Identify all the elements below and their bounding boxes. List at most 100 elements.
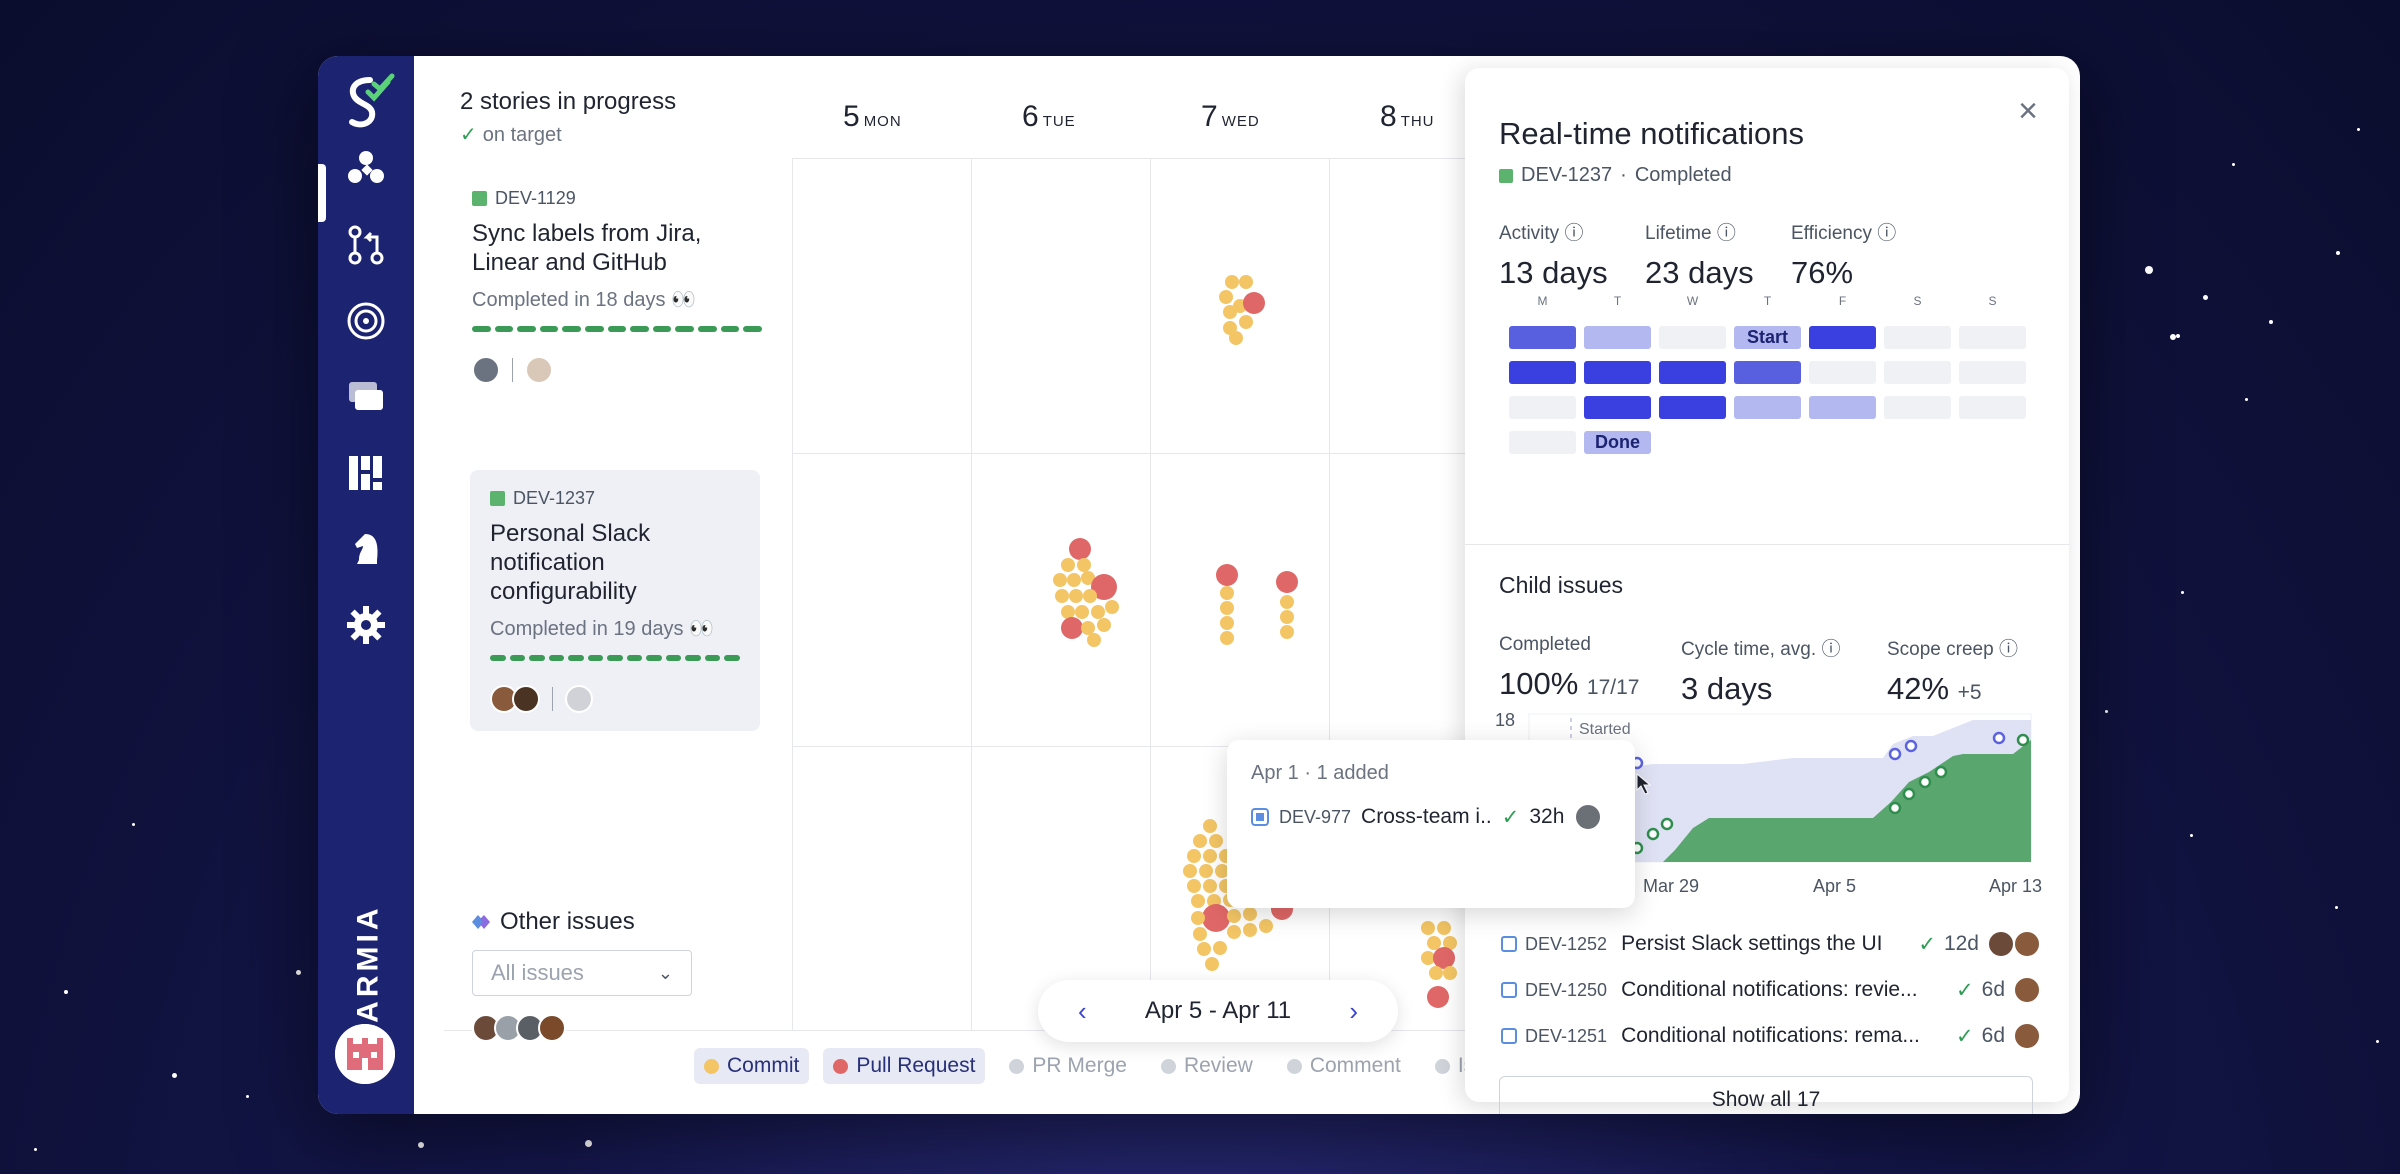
calendar-day[interactable] [1509,361,1576,384]
avatar[interactable] [512,685,540,713]
activity-cluster[interactable] [1219,275,1265,345]
day-header: 8 THU [1380,100,1435,134]
legend-label: Review [1183,1054,1253,1077]
calendar-day[interactable] [1809,326,1876,349]
settings-gear-icon[interactable] [345,604,387,646]
activity-cluster[interactable] [1216,564,1298,645]
target-icon[interactable] [345,300,387,342]
child-issue-row[interactable]: DEV-1251 Conditional notifications: rema… [1501,1022,2041,1050]
avatar[interactable] [2013,976,2041,1004]
star [132,823,135,826]
activity-cluster[interactable] [1053,538,1119,647]
calendar-day[interactable] [1959,326,2026,349]
story-icon [490,491,505,506]
issue-duration: 6d [1981,1024,2005,1047]
calendar-day[interactable] [1659,326,1726,349]
next-week-button[interactable]: › [1349,995,1358,1026]
issue-name: Conditional notifications: rema... [1621,1024,1920,1047]
info-icon[interactable]: ⓘ [1998,639,2018,660]
show-all-button[interactable]: Show all 17 [1499,1076,2033,1114]
cards-icon[interactable] [345,376,387,418]
y-label: 18 [1495,710,1515,730]
calendar-day[interactable] [1659,361,1726,384]
avatar[interactable] [565,685,593,713]
pull-request-icon[interactable] [345,224,387,266]
info-icon[interactable]: ⓘ [1716,223,1736,244]
avatar[interactable] [2013,930,2041,958]
story-card[interactable]: DEV-1129 Sync labels from Jira, Linear a… [472,188,762,384]
story-icon [1499,168,1513,183]
avatar[interactable] [516,1014,544,1042]
calendar-day[interactable] [1509,396,1576,419]
calendar-day[interactable] [1959,361,2026,384]
avatar[interactable] [538,1014,566,1042]
metric-scope-creep: Scope creep ⓘ 42% +5 [1887,634,2018,707]
star [2269,320,2273,324]
issue-duration: 12d [1943,932,1979,955]
close-icon[interactable]: × [2018,92,2038,130]
legend-label: Pull Request [856,1054,976,1077]
work-icon[interactable] [345,148,387,190]
story-card-selected[interactable]: DEV-1237 Personal Slack notification con… [470,470,760,731]
calendar-day[interactable] [1809,361,1876,384]
issues-filter-select[interactable]: All issues ⌄ [472,950,692,996]
contributors [472,1014,692,1042]
legend-label: Commit [727,1054,800,1077]
weekday-label: F [1838,294,1847,308]
calendar-day[interactable] [1734,361,1801,384]
calendar-day-start[interactable]: Start [1734,326,1801,349]
legend-item-commit[interactable]: Commit [694,1048,810,1084]
avatar[interactable] [472,356,500,384]
calendar-day[interactable] [1509,326,1576,349]
avatar[interactable] [525,356,553,384]
calendar-day[interactable] [1884,396,1951,419]
story-title[interactable]: Sync labels from Jira, Linear and GitHub [472,220,702,276]
star [172,1073,177,1078]
calendar-day[interactable] [1809,396,1876,419]
calendar-day[interactable] [1734,396,1801,419]
metric-sub: +5 [1957,681,1982,704]
activity-cluster[interactable] [1421,921,1457,1008]
status-line: ✓ on target [460,122,676,147]
calendar-day[interactable] [1659,396,1726,419]
calendar-day[interactable] [1584,326,1651,349]
calendar-day[interactable] [1509,431,1576,454]
legend-item-pr-merge[interactable]: PR Merge [999,1048,1137,1084]
child-issue-row[interactable]: DEV-1250 Conditional notifications: revi… [1501,976,2041,1004]
avatar[interactable] [1987,930,2015,958]
info-icon[interactable]: ⓘ [1877,223,1897,244]
info-icon[interactable]: ⓘ [1564,223,1584,244]
tooltip-issue-row[interactable]: DEV-977 Cross-team i.. ✓ 32h [1251,803,1611,831]
panel-status: Completed [1634,164,1732,186]
metric-value: 3 days [1681,671,1773,706]
avatar[interactable] [1574,803,1603,831]
metric-label: Activity ⓘ [1499,218,1608,245]
calendar-day[interactable] [1959,396,2026,419]
child-issue-row[interactable]: DEV-1252 Persist Slack settings the UI ✓… [1501,930,2041,958]
panel-key[interactable]: DEV-1237 [1521,164,1613,186]
swarmia-logo-icon[interactable] [334,70,398,134]
legend-item-pull-request[interactable]: Pull Request [823,1048,986,1084]
board-icon[interactable] [345,452,387,494]
issue-name: Persist Slack settings the UI [1621,932,1883,955]
legend-item-review[interactable]: Review [1151,1048,1263,1084]
calendar-day-done[interactable]: Done [1584,431,1651,454]
calendar-day[interactable] [1584,396,1651,419]
checkmark-icon: ✓ [460,124,477,146]
legend-item-comment[interactable]: Comment [1277,1048,1411,1084]
subtask-icon [1501,1028,1517,1044]
story-title[interactable]: Personal Slack notification configurabil… [490,520,651,605]
calendar-day[interactable] [1884,326,1951,349]
metric-value: 13 days [1499,255,1608,290]
grid-line [971,158,972,1030]
user-avatar[interactable] [335,1024,395,1084]
calendar-day[interactable] [1884,361,1951,384]
avatar[interactable] [2013,1022,2041,1050]
checkmark-icon: ✓ [1956,978,1974,1002]
chess-knight-icon[interactable] [345,528,387,570]
progress-bar [490,655,740,661]
grid-line [792,746,1552,747]
info-icon[interactable]: ⓘ [1821,639,1841,660]
calendar-day[interactable] [1584,361,1651,384]
prev-week-button[interactable]: ‹ [1078,995,1087,1026]
